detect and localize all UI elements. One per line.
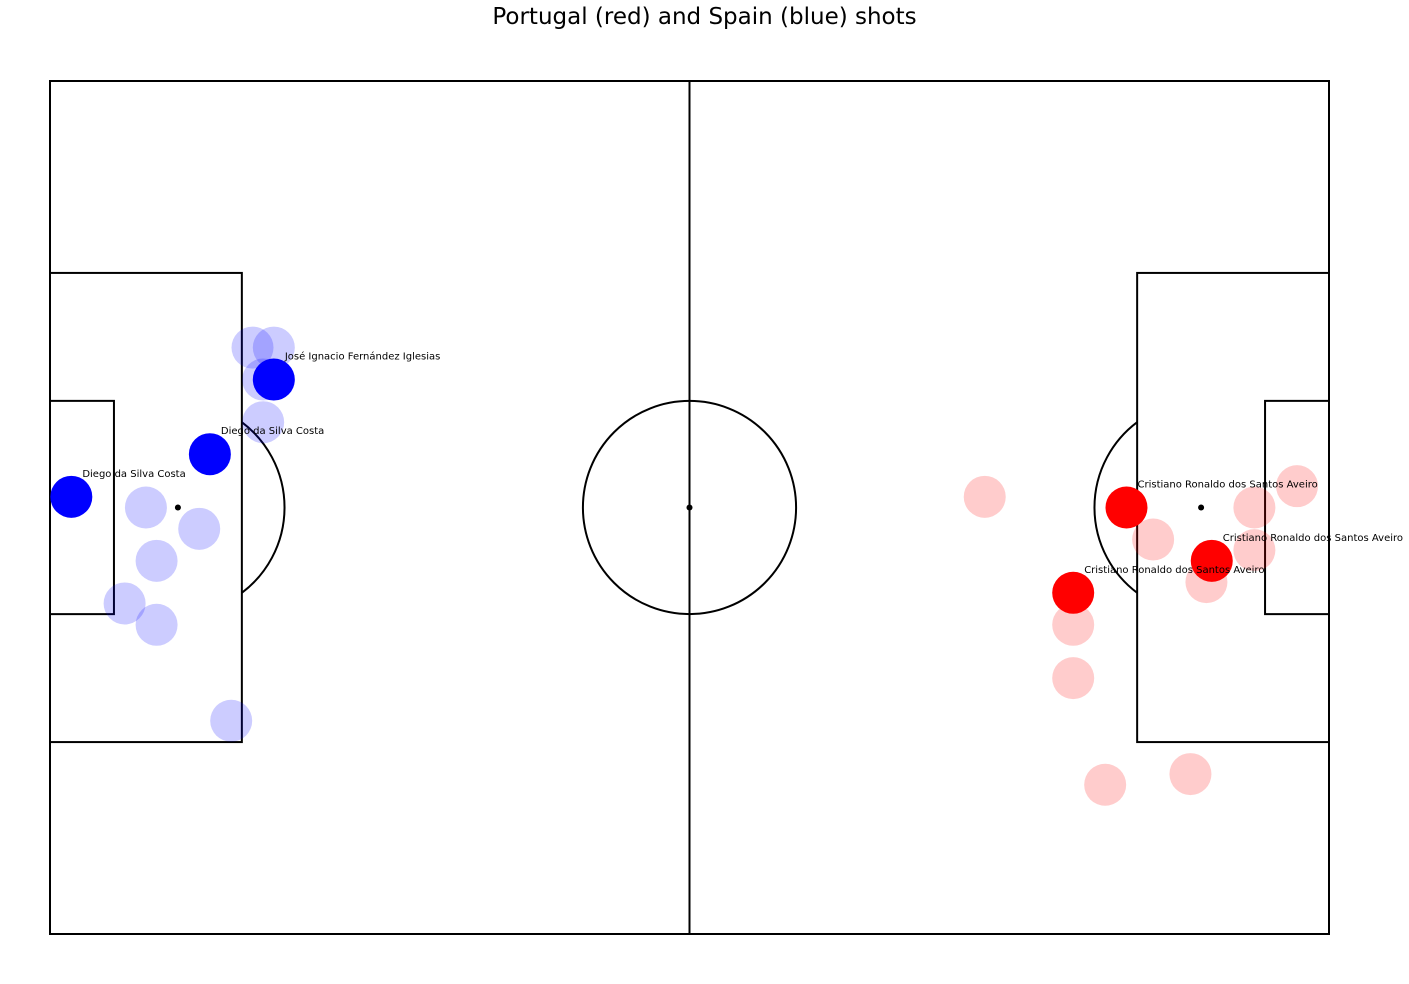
spain-shot-point (135, 539, 178, 582)
portugal-goal-point (1190, 539, 1233, 582)
spain-goal-label: Diego da Silva Costa (82, 469, 185, 480)
left-penalty-arc (241, 421, 286, 594)
portugal-goal-label: Cristiano Ronaldo dos Santos Aveiro (1137, 480, 1317, 491)
spain-shot-point (103, 582, 146, 625)
labels-layer: Cristiano Ronaldo dos Santos Aveiro Crist… (82, 351, 1403, 576)
spain-shot-point (210, 699, 253, 742)
portugal-goal-point (1105, 486, 1148, 529)
portugal-shot-point (1276, 465, 1319, 508)
spain-shot-point (124, 486, 167, 529)
spain-goal-label: Diego da Silva Costa (221, 426, 324, 437)
portugal-shot-point (1132, 518, 1175, 561)
spain-goal-label: José Ignacio Fernández Iglesias (284, 351, 441, 363)
spain-goal-point (252, 358, 295, 401)
spain-shot-point (135, 603, 178, 646)
spain-shot-point (231, 326, 274, 369)
shots-layer (50, 326, 1319, 806)
portugal-shot-point (1052, 603, 1095, 646)
spain-goal-point (50, 475, 93, 518)
portugal-goal-label: Cristiano Ronaldo dos Santos Aveiro (1223, 533, 1403, 544)
spain-goal-point (188, 433, 231, 476)
portugal-shot-point (1169, 753, 1212, 796)
right-penalty-arc (1093, 421, 1138, 594)
right-penalty-area (1136, 271, 1331, 744)
left-penalty-spot (174, 504, 181, 511)
spain-shot-point (178, 507, 221, 550)
centre-circle (581, 399, 798, 616)
spain-shot-point (242, 401, 285, 444)
portugal-shot-point (1052, 657, 1095, 700)
portugal-shot-point (1084, 763, 1127, 806)
right-penalty-spot (1198, 504, 1205, 511)
portugal-shot-point (1233, 529, 1276, 572)
chart-title: Portugal (red) and Spain (blue) shots (492, 4, 917, 30)
centre-spot (686, 504, 693, 511)
portugal-goal-label: Cristiano Ronaldo dos Santos Aveiro (1084, 565, 1264, 576)
portugal-goal-point (1052, 571, 1095, 614)
portugal-shot-point (963, 475, 1006, 518)
spain-shot-point (252, 326, 295, 369)
portugal-shot-point (1233, 486, 1276, 529)
